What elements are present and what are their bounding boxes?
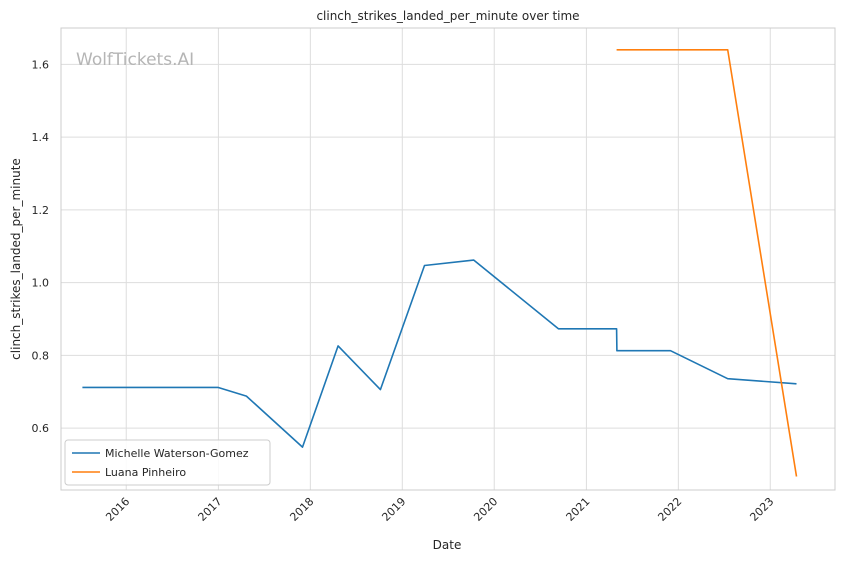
- legend: Michelle Waterson-Gomez Luana Pinheiro: [64, 439, 271, 486]
- legend-box: [64, 439, 271, 486]
- watermark: WolfTickets.AI: [76, 50, 194, 70]
- plot-frame: [60, 27, 836, 491]
- chart-title: clinch_strikes_landed_per_minute over ti…: [316, 9, 579, 23]
- x-tick-label: 2020: [471, 495, 500, 524]
- y-tick-label: 0.8: [32, 349, 50, 362]
- series-line-1: [616, 48, 798, 477]
- legend-label-luana: Luana Pinheiro: [105, 466, 186, 479]
- x-tick-labels: 2016 2017 2018 2019 2020 2021 2022 2023: [103, 495, 776, 524]
- y-tick-label: 1.0: [32, 277, 50, 290]
- x-axis-title: Date: [433, 538, 462, 552]
- x-tick-label: 2018: [287, 495, 316, 524]
- x-tick-label: 2016: [103, 495, 132, 524]
- x-tick-label: 2022: [655, 495, 684, 524]
- y-axis-title: clinch_strikes_landed_per_minute: [9, 158, 23, 360]
- x-tick-label: 2017: [196, 495, 225, 524]
- x-tick-label: 2023: [747, 495, 776, 524]
- legend-label-michelle: Michelle Waterson-Gomez: [105, 447, 249, 460]
- y-tick-label: 1.2: [32, 204, 50, 217]
- series-layer: [82, 48, 798, 477]
- y-tick-label: 1.6: [32, 58, 50, 71]
- series-line-0: [82, 259, 797, 448]
- y-tick-label: 1.4: [32, 131, 50, 144]
- y-tick-labels: 0.6 0.8 1.0 1.2 1.4 1.6: [32, 58, 50, 435]
- x-tick-label: 2021: [564, 495, 593, 524]
- grid-lines: [61, 28, 835, 490]
- x-tick-label: 2019: [379, 495, 408, 524]
- y-tick-label: 0.6: [32, 422, 50, 435]
